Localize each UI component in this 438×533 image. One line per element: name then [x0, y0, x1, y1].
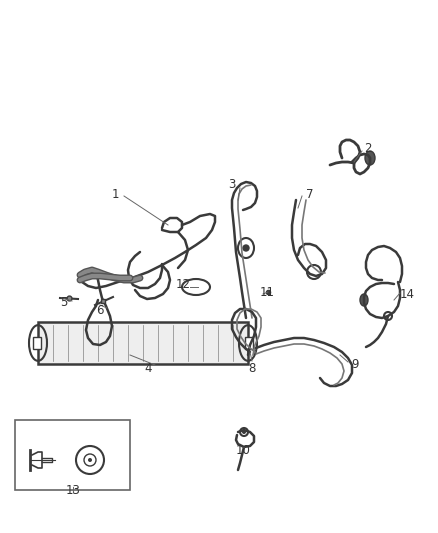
Text: 10: 10	[236, 443, 251, 456]
Ellipse shape	[360, 294, 368, 306]
Text: 1: 1	[111, 189, 119, 201]
Text: 9: 9	[351, 359, 359, 372]
Text: 3: 3	[228, 179, 236, 191]
Bar	[33, 337, 41, 349]
Text: 2: 2	[364, 141, 372, 155]
Circle shape	[243, 245, 249, 251]
Text: 7: 7	[306, 189, 314, 201]
Text: 5: 5	[60, 295, 68, 309]
Text: 13: 13	[66, 483, 81, 497]
Circle shape	[88, 458, 92, 462]
Ellipse shape	[365, 151, 375, 165]
Bar	[245, 337, 253, 349]
Text: 6: 6	[96, 303, 104, 317]
Text: 4: 4	[144, 361, 152, 375]
Text: 12: 12	[176, 279, 191, 292]
Text: 14: 14	[399, 288, 414, 302]
Circle shape	[242, 430, 246, 434]
Bar	[38, 322, 248, 364]
Bar	[15, 420, 130, 490]
Text: 11: 11	[259, 287, 275, 300]
Text: 8: 8	[248, 361, 256, 375]
